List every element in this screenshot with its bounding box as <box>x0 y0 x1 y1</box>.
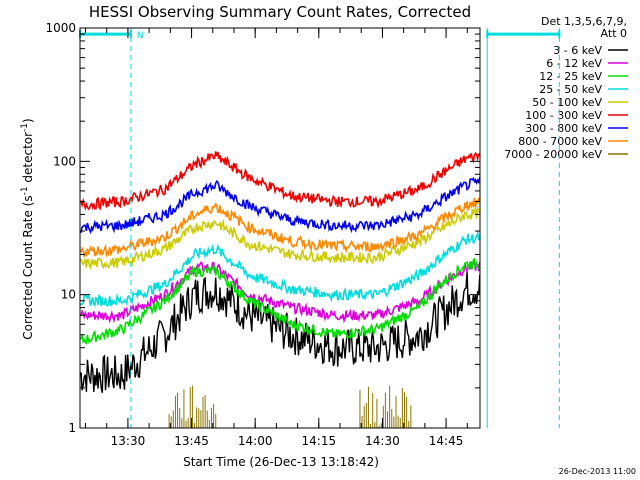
legend-label: 12 - 25 keV <box>539 70 602 83</box>
plot-area: N <box>79 28 561 428</box>
series-line-7 <box>79 196 481 259</box>
legend-label: 100 - 300 keV <box>525 109 602 122</box>
series-line-3 <box>79 230 481 308</box>
y-tick-label: 1 <box>68 421 76 435</box>
legend-label: 25 - 50 keV <box>539 83 602 96</box>
y-tick-label: 10 <box>61 288 76 302</box>
legend-label: 3 - 6 keV <box>553 44 602 57</box>
series-line-2 <box>79 257 481 346</box>
legend-label: 800 - 7000 keV <box>518 135 602 148</box>
x-tick-label: 14:15 <box>302 434 337 448</box>
y-tick-label: 1000 <box>45 21 76 35</box>
x-tick-label: 13:45 <box>174 434 209 448</box>
legend-label: 50 - 100 keV <box>532 96 602 109</box>
x-axis-label: Start Time (26-Dec-13 13:18:42) <box>183 455 379 469</box>
legend-header-line2: Att 0 <box>601 27 627 40</box>
x-tick-label: 13:30 <box>111 434 146 448</box>
legend-header-line1: Det 1,3,5,6,7,9, <box>541 15 627 28</box>
series-line-5 <box>79 151 481 211</box>
chart-title: HESSI Observing Summary Count Rates, Cor… <box>89 3 471 21</box>
x-tick-label: 14:30 <box>365 434 400 448</box>
series-line-4 <box>79 206 481 271</box>
x-tick-label: 14:00 <box>238 434 273 448</box>
series-line-0 <box>79 271 481 394</box>
legend-label: 6 - 12 keV <box>546 57 602 70</box>
y-tick-label: 100 <box>53 154 76 168</box>
interval-label-0: N <box>137 31 144 41</box>
plot-frame <box>79 27 481 429</box>
series-line-6 <box>79 176 481 235</box>
legend-label: 7000 - 20000 keV <box>504 148 602 161</box>
timestamp: 26-Dec-2013 11:00 <box>559 467 636 476</box>
y-axis-label: Corrected Count Rate (s-1 detector-1) <box>20 118 35 339</box>
axes: 1 10 100 1000 13:30 13:45 14:00 14:15 14:30 14:45 <box>45 21 481 448</box>
x-tick-label: 14:45 <box>429 434 464 448</box>
legend-label: 300 - 800 keV <box>525 122 602 135</box>
